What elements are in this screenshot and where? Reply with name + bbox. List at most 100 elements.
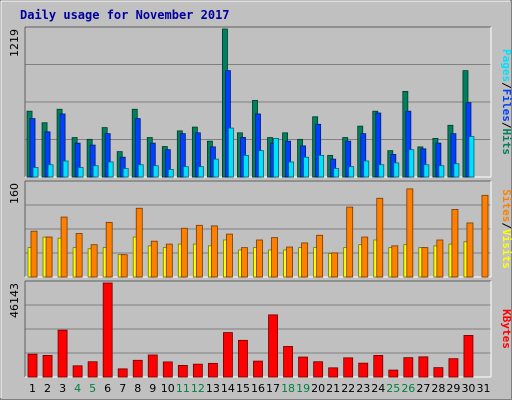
bar-sites-day-14 bbox=[226, 233, 233, 278]
bar-kbytes-day-6 bbox=[102, 282, 113, 378]
bar-files-day-22 bbox=[345, 140, 352, 178]
bar-sites-day-4 bbox=[75, 233, 83, 278]
bar-sites-day-25 bbox=[391, 245, 399, 278]
bar-pages-day-13 bbox=[212, 158, 219, 178]
bar-kbytes-day-7 bbox=[117, 368, 128, 378]
bar-sites-day-18 bbox=[286, 246, 293, 278]
panel-kbytes: 46143 KBytes bbox=[8, 280, 512, 378]
x-tick-label-day-9: 9 bbox=[149, 382, 156, 395]
bar-pages-day-27 bbox=[423, 164, 430, 178]
bar-sites-day-13 bbox=[210, 225, 218, 278]
bar-files-day-23 bbox=[360, 133, 367, 178]
panel-axis-legend: Sites/Visits bbox=[500, 189, 512, 269]
bar-pages-day-9 bbox=[152, 165, 159, 178]
bar-pages-day-12 bbox=[197, 166, 204, 178]
x-tick-label-day-23: 23 bbox=[356, 382, 370, 395]
bar-kbytes-day-10 bbox=[162, 361, 173, 378]
bar-sites-day-15 bbox=[241, 247, 248, 278]
bar-sites-day-31 bbox=[481, 194, 489, 278]
bar-sites-day-16 bbox=[256, 239, 263, 278]
bar-files-day-24 bbox=[375, 112, 382, 178]
bar-sites-day-8 bbox=[135, 207, 143, 278]
bar-files-day-27 bbox=[420, 148, 427, 178]
legend-label: / bbox=[500, 122, 512, 129]
x-tick-label-day-16: 16 bbox=[251, 382, 265, 395]
bar-files-day-6 bbox=[104, 133, 111, 178]
bar-kbytes-day-28 bbox=[433, 367, 444, 378]
bar-sites-day-2 bbox=[45, 236, 53, 278]
bar-kbytes-day-15 bbox=[238, 339, 248, 378]
bar-sites-day-21 bbox=[331, 252, 339, 278]
x-tick-label-day-11: 11 bbox=[176, 382, 190, 395]
bar-files-day-3 bbox=[59, 113, 66, 178]
x-tick-label-day-3: 3 bbox=[59, 382, 66, 395]
panel-max-label: 1219 bbox=[8, 29, 21, 57]
panel-max-label: 46143 bbox=[8, 283, 21, 318]
bar-files-day-20 bbox=[315, 123, 322, 178]
legend-label: Files bbox=[500, 89, 512, 122]
bar-pages-day-15 bbox=[243, 154, 249, 178]
bar-sites-day-9 bbox=[150, 240, 158, 278]
legend-label: KBytes bbox=[500, 309, 512, 349]
x-tick-label-day-1: 1 bbox=[29, 382, 36, 395]
bar-pages-day-6 bbox=[107, 161, 114, 178]
x-tick-label-day-22: 22 bbox=[341, 382, 355, 395]
bar-kbytes-day-8 bbox=[132, 359, 143, 378]
bar-pages-day-18 bbox=[288, 161, 294, 178]
legend-label: / bbox=[500, 222, 512, 229]
legend-label: / bbox=[500, 82, 512, 89]
bar-files-day-1 bbox=[29, 118, 36, 178]
bar-kbytes-day-12 bbox=[192, 363, 203, 378]
bar-files-day-2 bbox=[44, 131, 51, 178]
bar-pages-day-10 bbox=[167, 169, 174, 178]
x-tick-label-day-21: 21 bbox=[326, 382, 340, 395]
bar-sites-day-22 bbox=[346, 206, 354, 278]
bar-kbytes-day-5 bbox=[87, 361, 98, 378]
bar-kbytes-day-29 bbox=[448, 358, 459, 378]
x-tick-label-day-29: 29 bbox=[446, 382, 460, 395]
x-tick-label-day-19: 19 bbox=[296, 382, 310, 395]
chart-title: Daily usage for November 2017 bbox=[20, 8, 230, 22]
bar-sites-day-17 bbox=[271, 237, 278, 278]
bar-sites-day-23 bbox=[361, 236, 369, 278]
panel-sites-visits: 160 Sites/Visits bbox=[8, 180, 512, 278]
bar-files-day-16 bbox=[255, 113, 261, 178]
bar-pages-day-23 bbox=[363, 160, 370, 178]
bar-sites-day-20 bbox=[316, 234, 324, 278]
x-tick-label-day-14: 14 bbox=[221, 382, 235, 395]
bar-sites-day-24 bbox=[376, 197, 384, 278]
bar-files-day-12 bbox=[194, 132, 201, 178]
bar-sites-day-12 bbox=[195, 224, 203, 278]
bar-kbytes-day-14 bbox=[223, 332, 233, 378]
bar-files-day-21 bbox=[330, 158, 337, 178]
bar-files-day-8 bbox=[134, 118, 141, 178]
x-tick-label-day-30: 30 bbox=[461, 382, 475, 395]
bar-kbytes-day-4 bbox=[72, 365, 83, 378]
bar-sites-day-26 bbox=[406, 188, 414, 278]
x-tick-label-day-25: 25 bbox=[386, 382, 400, 395]
bar-sites-day-30 bbox=[466, 222, 474, 278]
bar-sites-day-3 bbox=[60, 216, 68, 278]
bar-kbytes-day-18 bbox=[283, 346, 293, 378]
bar-kbytes-day-13 bbox=[207, 362, 218, 378]
bar-kbytes-day-9 bbox=[147, 354, 158, 378]
bar-files-day-26 bbox=[405, 110, 412, 178]
bar-pages-day-16 bbox=[258, 150, 264, 178]
bar-files-day-14 bbox=[225, 70, 231, 178]
bar-sites-day-5 bbox=[90, 244, 98, 278]
bar-files-day-4 bbox=[74, 142, 81, 178]
x-tick-label-day-18: 18 bbox=[281, 382, 295, 395]
bar-kbytes-day-3 bbox=[57, 329, 68, 378]
x-tick-label-day-28: 28 bbox=[431, 382, 445, 395]
x-tick-label-day-17: 17 bbox=[266, 382, 280, 395]
bar-sites-day-11 bbox=[180, 227, 188, 278]
bar-sites-day-1 bbox=[30, 230, 38, 278]
x-tick-label-day-13: 13 bbox=[206, 382, 220, 395]
x-tick-label-day-8: 8 bbox=[134, 382, 141, 395]
bar-pages-day-14 bbox=[228, 127, 234, 178]
bar-sites-day-27 bbox=[421, 247, 429, 278]
bar-pages-day-20 bbox=[318, 154, 325, 178]
bar-files-day-28 bbox=[435, 142, 442, 178]
bar-kbytes-day-24 bbox=[373, 355, 384, 378]
bar-kbytes-day-1 bbox=[27, 353, 38, 378]
